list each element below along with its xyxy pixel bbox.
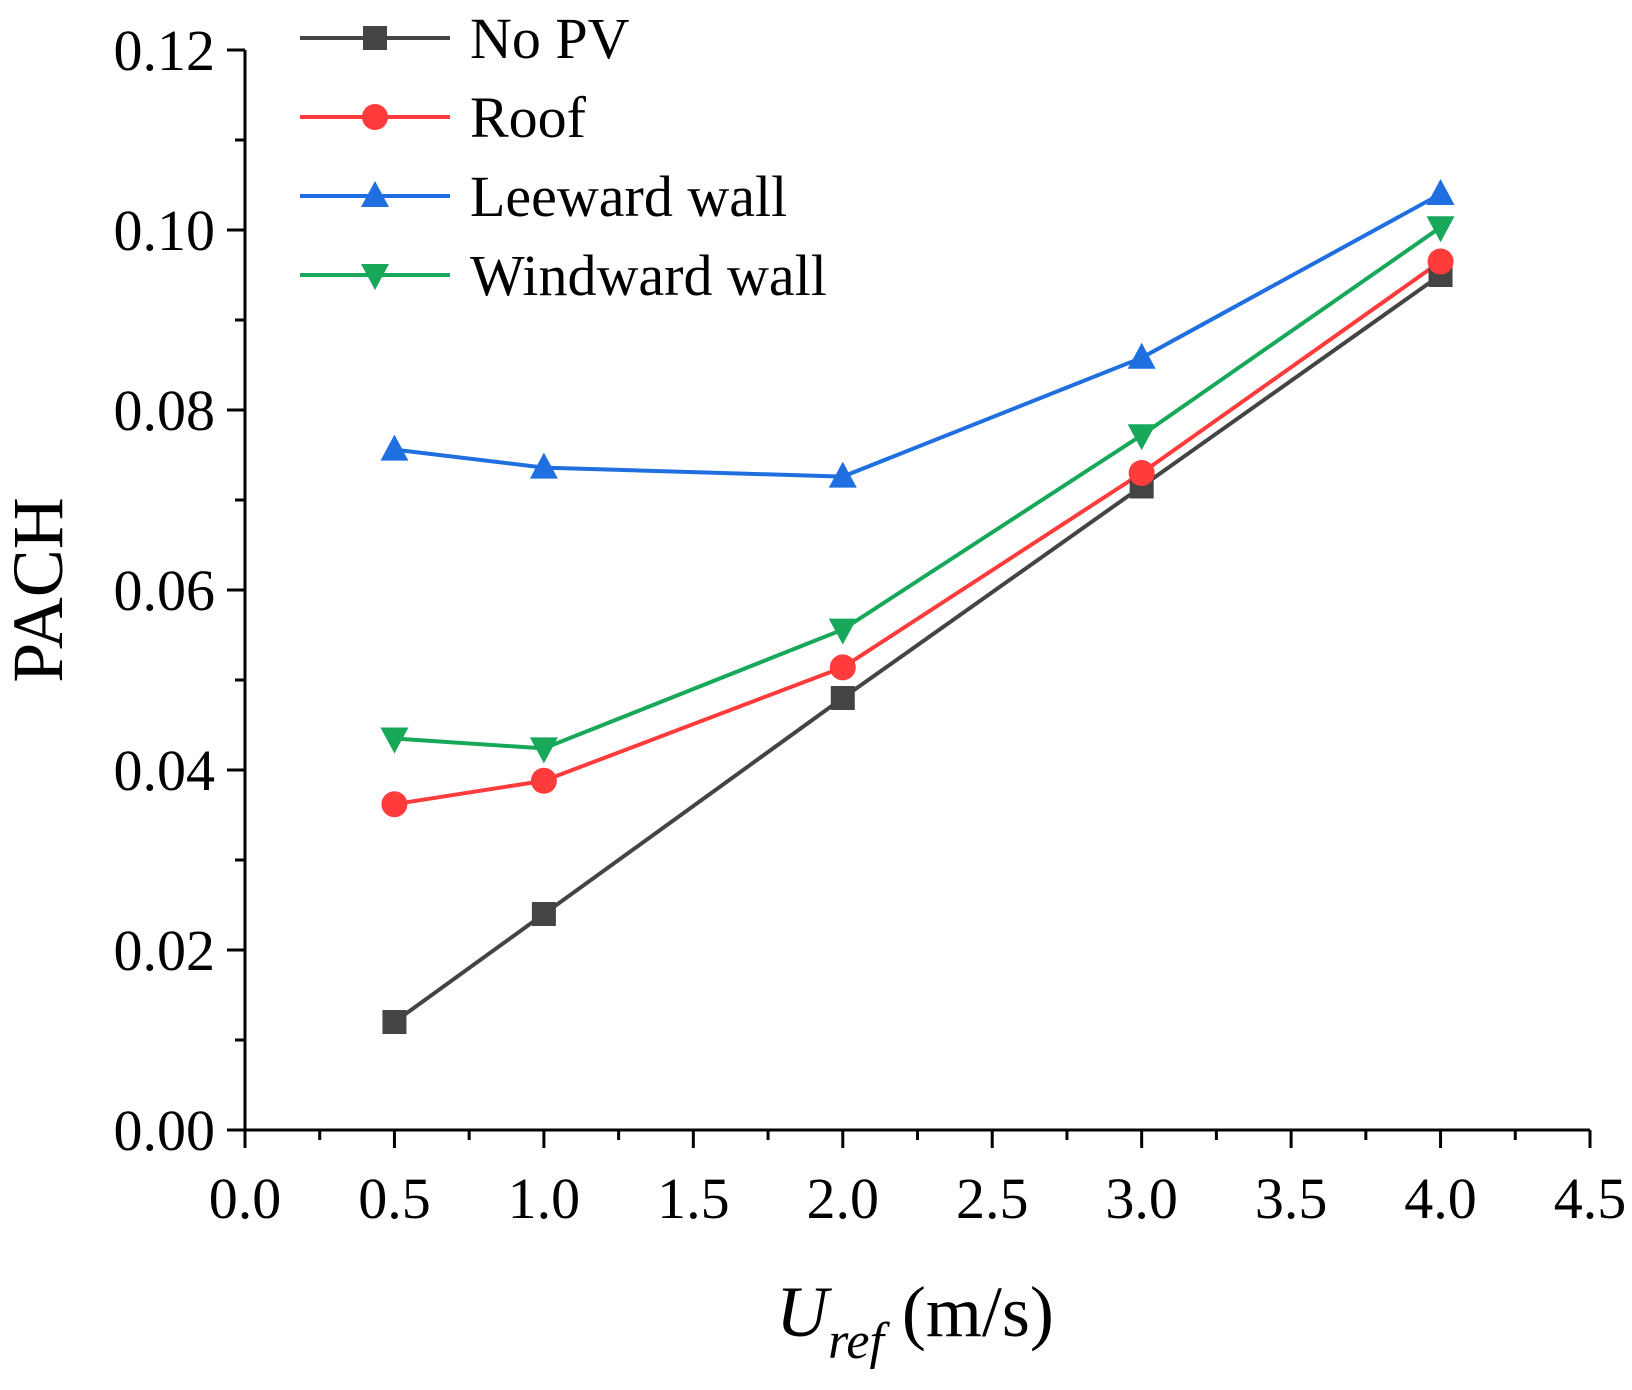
y-tick-label: 0.08 [114, 378, 216, 443]
data-point-leeward-wall [380, 434, 409, 461]
tick-marks [227, 48, 1592, 1148]
x-tick-label: 4.5 [1554, 1166, 1627, 1231]
series-line-roof [394, 259, 1442, 807]
series-lines [393, 192, 1442, 1024]
x-axis-title-main: U [776, 1272, 832, 1352]
data-point-roof [829, 654, 856, 681]
x-tick-label: 2.0 [807, 1166, 880, 1231]
data-point-windward-wall [1127, 424, 1156, 451]
data-point-roof [530, 767, 557, 794]
data-point-windward-wall [828, 618, 857, 645]
x-axis-title-subscript: ref [828, 1313, 890, 1370]
x-tick-label: 0.5 [358, 1166, 431, 1231]
data-point-roof [1128, 460, 1155, 486]
legend-marker-roof [362, 104, 388, 130]
legend-marker-no-pv [363, 26, 387, 50]
data-point-windward-wall [380, 727, 409, 754]
x-tick-label: 1.0 [508, 1166, 581, 1231]
data-point-windward-wall [1426, 216, 1455, 243]
legend-marker-windward-wall [361, 264, 389, 290]
x-tick-label: 1.5 [657, 1166, 730, 1231]
tick-labels: 0.0 0.5 1.0 1.5 2.0 2.5 3.0 3.5 4.0 4.5 0.00 0.02 0.… [114, 18, 1627, 1231]
data-point-leeward-wall [1127, 342, 1156, 369]
data-point-leeward-wall [529, 452, 558, 479]
legend: No PV Roof Leeward wall Windward wall [300, 6, 827, 308]
legend-label-roof: Roof [470, 85, 587, 150]
y-tick-label: 0.06 [114, 558, 216, 623]
legend-label-no-pv: No PV [470, 6, 630, 71]
series-markers [380, 179, 1455, 1034]
data-point-no-pv [382, 1010, 407, 1034]
y-tick-label: 0.04 [114, 738, 216, 803]
legend-label-windward-wall: Windward wall [470, 243, 827, 308]
x-tick-label: 4.0 [1404, 1166, 1477, 1231]
y-axis-title: PACH [0, 497, 78, 682]
x-tick-label: 3.5 [1255, 1166, 1328, 1231]
data-point-leeward-wall [828, 461, 857, 488]
y-tick-label: 0.02 [114, 918, 216, 983]
data-point-no-pv [830, 686, 855, 710]
data-point-roof [1427, 248, 1454, 275]
y-tick-label: 0.00 [114, 1098, 216, 1163]
legend-label-leeward-wall: Leeward wall [470, 164, 787, 229]
axes [243, 50, 1590, 1132]
x-axis-title-unit: (m/s) [884, 1272, 1054, 1352]
x-tick-label: 2.5 [956, 1166, 1029, 1231]
data-point-no-pv [531, 902, 556, 926]
x-tick-label: 3.0 [1105, 1166, 1178, 1231]
x-axis-title: Uref (m/s) [776, 1272, 1054, 1370]
y-tick-label: 0.10 [114, 198, 216, 263]
legend-marker-leeward-wall [361, 181, 389, 207]
data-point-leeward-wall [1426, 179, 1455, 205]
data-point-roof [381, 791, 408, 818]
data-point-windward-wall [529, 737, 558, 764]
y-tick-label: 0.12 [114, 18, 216, 83]
x-tick-label: 0.0 [209, 1166, 282, 1231]
